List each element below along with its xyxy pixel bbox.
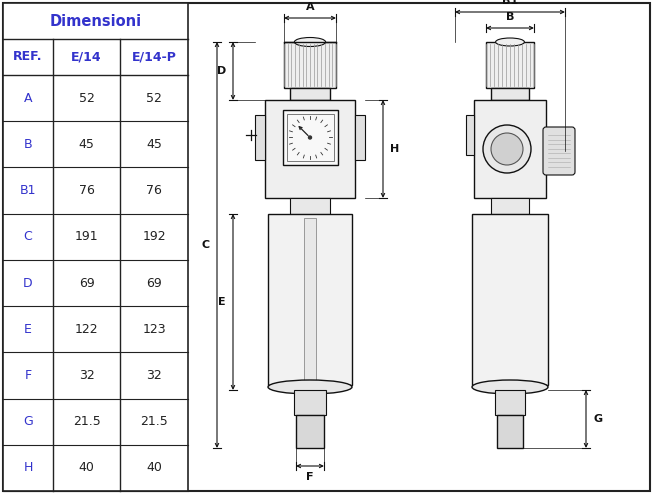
Text: C: C — [202, 240, 210, 250]
Text: 21.5: 21.5 — [72, 415, 101, 428]
Text: E/14-P: E/14-P — [131, 50, 176, 64]
Text: F: F — [306, 472, 313, 482]
Bar — [497, 415, 523, 448]
Bar — [355, 115, 365, 160]
Text: B1: B1 — [20, 184, 37, 197]
Text: D: D — [24, 277, 33, 289]
Bar — [265, 100, 355, 198]
Text: B: B — [506, 12, 514, 22]
Ellipse shape — [496, 38, 524, 46]
Bar — [474, 100, 546, 198]
Text: 76: 76 — [78, 184, 95, 197]
Ellipse shape — [295, 38, 326, 46]
Text: 21.5: 21.5 — [140, 415, 168, 428]
Text: 191: 191 — [74, 230, 99, 243]
FancyBboxPatch shape — [543, 127, 575, 175]
Text: 122: 122 — [74, 323, 99, 336]
Text: 76: 76 — [146, 184, 162, 197]
Text: G: G — [593, 414, 602, 424]
Text: D: D — [217, 66, 226, 76]
Bar — [255, 115, 265, 160]
Bar — [3, 3, 188, 491]
Text: Dimensioni: Dimensioni — [50, 13, 142, 29]
Text: 45: 45 — [146, 138, 162, 151]
Bar — [287, 114, 334, 161]
Text: 69: 69 — [78, 277, 95, 289]
Bar — [495, 390, 525, 415]
Text: 32: 32 — [78, 369, 95, 382]
Text: F: F — [24, 369, 31, 382]
Text: H: H — [390, 144, 399, 154]
Text: G: G — [23, 415, 33, 428]
Text: C: C — [24, 230, 33, 243]
Text: 69: 69 — [146, 277, 162, 289]
Text: REF.: REF. — [13, 50, 42, 64]
Text: E: E — [218, 297, 226, 307]
Text: 52: 52 — [146, 91, 162, 105]
Bar — [466, 115, 474, 155]
Bar — [304, 218, 316, 381]
Bar — [268, 214, 352, 385]
Bar — [290, 198, 330, 214]
Text: 40: 40 — [146, 461, 162, 474]
Bar — [472, 214, 548, 385]
Ellipse shape — [268, 380, 352, 394]
Text: B: B — [24, 138, 32, 151]
Text: A: A — [24, 91, 32, 105]
Text: 52: 52 — [78, 91, 95, 105]
Bar — [296, 415, 324, 448]
Text: B1: B1 — [502, 0, 518, 6]
Text: 40: 40 — [78, 461, 95, 474]
Text: 192: 192 — [142, 230, 166, 243]
Text: E/14: E/14 — [71, 50, 102, 64]
Bar — [284, 42, 336, 88]
Text: 32: 32 — [146, 369, 162, 382]
Text: E: E — [24, 323, 32, 336]
Text: 45: 45 — [78, 138, 95, 151]
Circle shape — [483, 125, 531, 173]
Bar — [491, 88, 529, 100]
Bar — [283, 110, 338, 165]
Circle shape — [491, 133, 523, 165]
Circle shape — [308, 136, 311, 139]
Bar — [294, 390, 326, 415]
Text: A: A — [306, 2, 314, 12]
Bar — [486, 42, 534, 88]
Bar — [290, 88, 330, 100]
Bar — [491, 198, 529, 214]
Ellipse shape — [472, 380, 548, 394]
Text: H: H — [24, 461, 33, 474]
Text: 123: 123 — [142, 323, 166, 336]
